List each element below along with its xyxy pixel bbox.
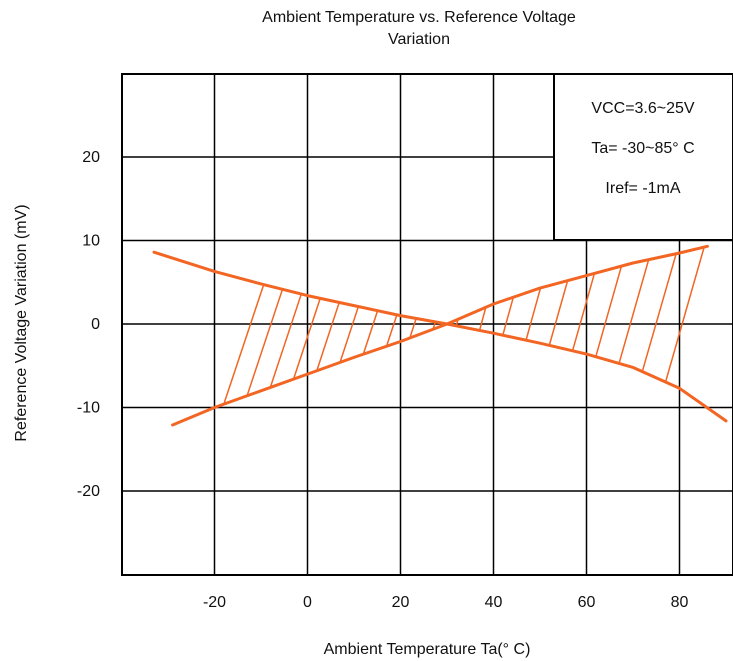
hatch-line <box>362 310 379 355</box>
hatch-line <box>525 287 542 341</box>
hatch-line <box>478 307 487 331</box>
x-tick-label: -20 <box>203 594 226 611</box>
y-tick-label: 20 <box>82 149 100 166</box>
hatch-line <box>223 284 265 405</box>
hatch-line <box>246 289 284 397</box>
y-tick-label: 0 <box>91 316 100 333</box>
legend-line-iref: Iref= -1mA <box>605 180 680 197</box>
y-tick-label: 10 <box>82 233 100 250</box>
x-tick-label: 80 <box>671 594 689 611</box>
y-tick-labels: 20 10 0 -10 -20 <box>77 149 100 500</box>
plot-frame <box>121 73 733 576</box>
hatch-line <box>502 296 515 336</box>
chart-title-line-2: Variation <box>388 31 450 48</box>
hatch-line <box>571 273 596 352</box>
hatch-line <box>595 265 623 357</box>
hatch-line <box>548 280 569 346</box>
y-tick-label: -20 <box>77 483 100 500</box>
hatch-line <box>385 314 398 347</box>
legend-box: VCC=3.6~25V Ta= -30~85° C Iref= -1mA <box>553 73 733 241</box>
series-line-2 <box>171 244 709 427</box>
x-axis-label: Ambient Temperature Ta(° C) <box>324 641 531 658</box>
hatch-line <box>316 302 340 371</box>
hatch-line <box>339 306 360 363</box>
x-tick-label: 40 <box>485 594 503 611</box>
hatch-line <box>269 293 303 388</box>
hatch-line <box>409 318 417 339</box>
legend-line-ta: Ta= -30~85° C <box>591 140 694 157</box>
hatch-line <box>641 253 677 372</box>
hatched-region <box>223 246 705 405</box>
x-tick-labels: -20 0 20 40 60 80 <box>203 594 689 611</box>
x-tick-label: 0 <box>303 594 312 611</box>
y-tick-label: -10 <box>77 400 100 417</box>
x-tick-label: 20 <box>392 594 410 611</box>
series-lines <box>152 244 728 427</box>
hatch-line <box>618 259 650 364</box>
x-tick-label: 60 <box>578 594 596 611</box>
chart-title: Ambient Temperature vs. Reference Voltag… <box>262 9 576 48</box>
series-line-1 <box>152 250 728 423</box>
hatch-line <box>292 298 321 380</box>
legend-frame <box>553 73 733 241</box>
legend-line-vcc: VCC=3.6~25V <box>591 100 695 117</box>
hatch-line <box>664 246 705 383</box>
chart-title-line-1: Ambient Temperature vs. Reference Voltag… <box>262 9 576 26</box>
y-axis-label: Reference Voltage Variation (mV) <box>13 204 30 441</box>
